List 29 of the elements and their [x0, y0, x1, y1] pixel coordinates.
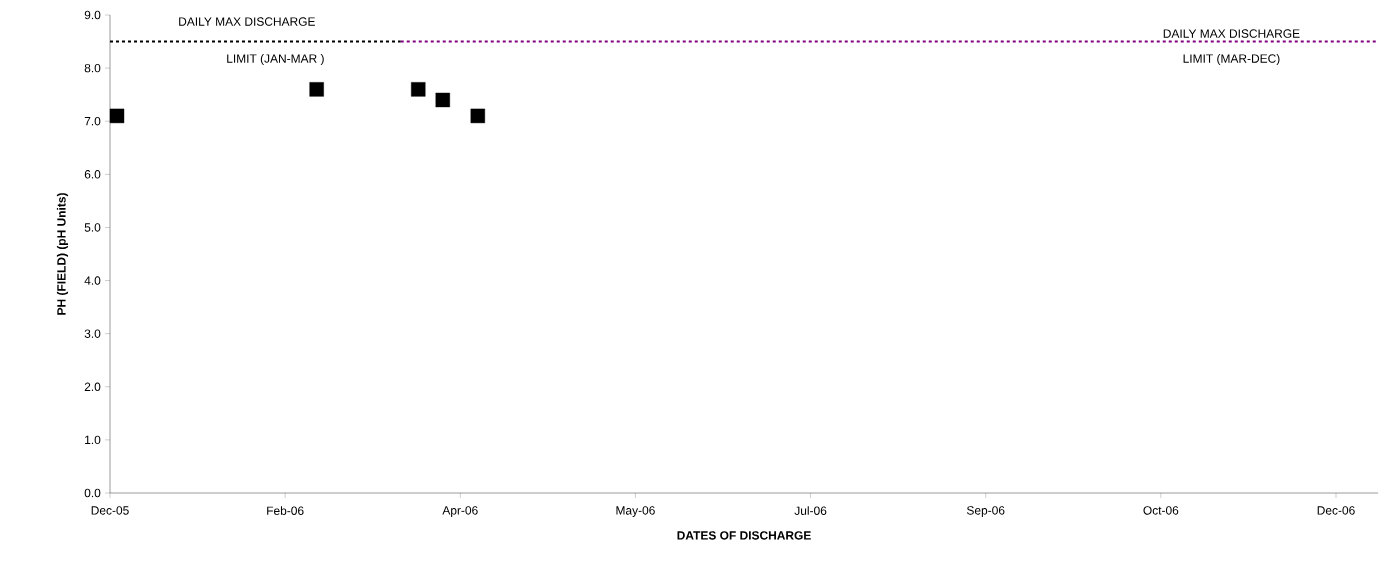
x-tick-label: Dec-05 [91, 506, 129, 515]
x-tick-label: May-06 [616, 506, 655, 518]
x-tick-label: Sep-06 [966, 506, 1005, 518]
x-tick-label: Apr-06 [442, 506, 478, 518]
point [435, 92, 450, 108]
x-tick-label: Jul-06 [794, 506, 827, 515]
x-tick-label: Feb-06 [267, 506, 304, 515]
y-tick-label: 4.0 [84, 276, 101, 285]
y-tick-label: 6.0 [84, 170, 101, 179]
annotation: LIMIT (MAR-DEC) [1183, 53, 1280, 66]
y-tick-label: 1.0 [85, 435, 101, 445]
x-tick-label: Dec-06 [1317, 506, 1355, 515]
annotation: DAILY MAX DISCHARGE [1163, 29, 1300, 38]
point [309, 82, 324, 97]
annotation: DAILY MAX DISCHARGE [179, 17, 315, 26]
y-tick-label: 3.0 [84, 329, 101, 338]
y-tick-label: 8.0 [84, 63, 101, 73]
y-tick-label: 0.0 [84, 488, 101, 498]
y-tick-label: 5.0 [84, 223, 101, 232]
point [411, 82, 426, 97]
y-tick-label: 9.0 [84, 10, 101, 20]
annotation: LIMIT (JAN-MAR ) [227, 53, 324, 66]
x-tick-label: Oct-06 [1143, 506, 1179, 515]
x-axis-title: DATES OF DISCHARGE [677, 531, 811, 540]
point [109, 108, 125, 124]
point [470, 108, 485, 124]
y-tick-label: 7.0 [84, 116, 101, 126]
y-tick-label: 2.0 [84, 382, 101, 391]
y-axis-title: PH (FIELD) (pH Units) [56, 193, 69, 315]
